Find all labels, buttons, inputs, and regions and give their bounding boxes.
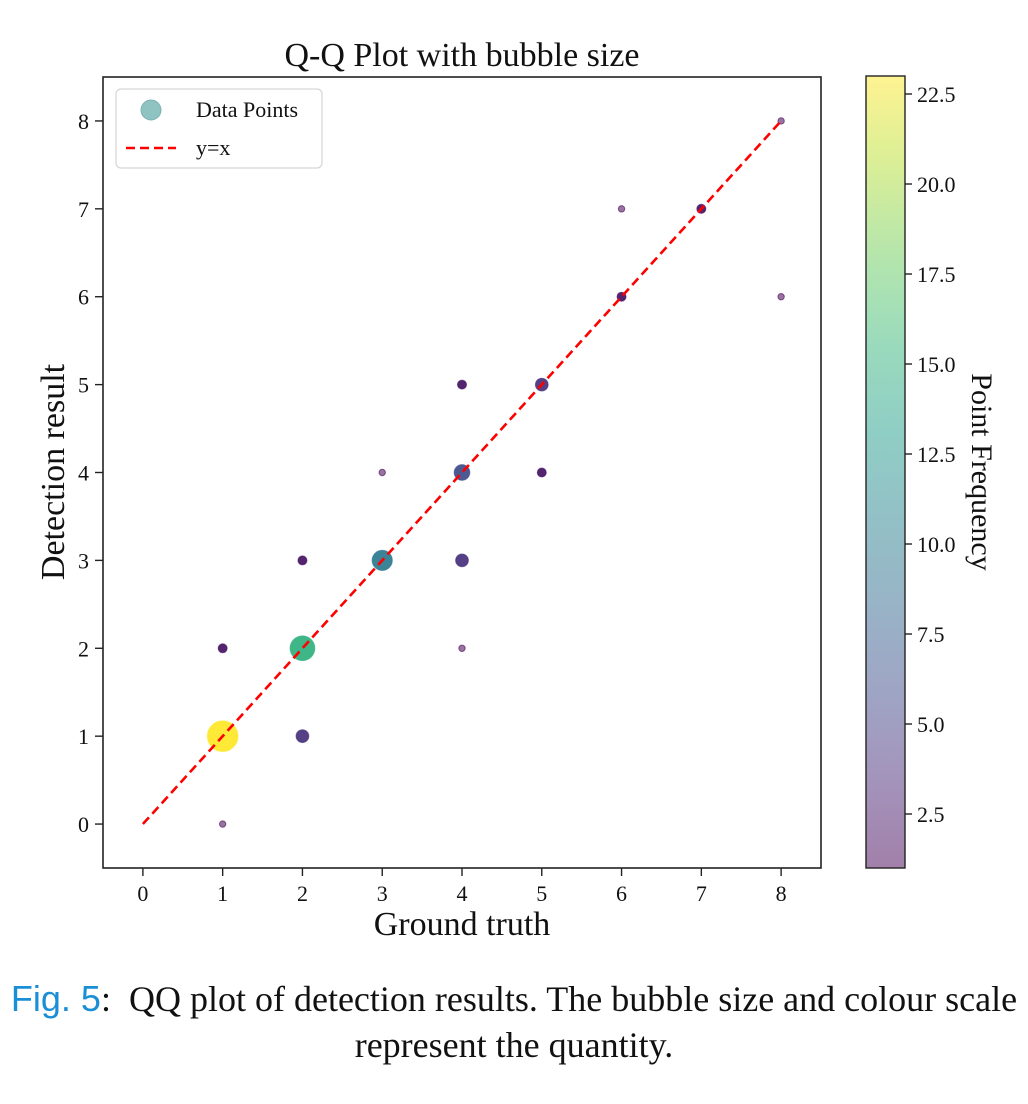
y-tick-label: 7 <box>78 197 89 222</box>
colorbar-tick-label: 15.0 <box>917 352 956 377</box>
x-tick-label: 0 <box>137 881 148 906</box>
data-point <box>218 820 227 828</box>
data-point <box>297 555 308 566</box>
data-point <box>295 729 310 744</box>
x-tick-label: 4 <box>457 881 468 906</box>
chart-title: Q-Q Plot with bubble size <box>284 37 639 74</box>
legend-label-yx: y=x <box>196 135 230 160</box>
data-point <box>458 644 466 652</box>
colorbar: 2.5 5.0 7.5 10.0 12.5 15.0 17.5 20.0 22.5 Point … <box>865 75 998 869</box>
colorbar-tick-label: 12.5 <box>917 442 956 467</box>
legend-marker-data-points <box>140 99 162 121</box>
y-tick-label: 4 <box>78 461 89 486</box>
reference-line-y-equals-x <box>141 120 783 825</box>
y-tick-label: 0 <box>78 812 89 837</box>
data-point <box>777 117 785 125</box>
y-tick-label: 1 <box>78 724 89 749</box>
legend: Data Points y=x <box>115 88 323 169</box>
data-point <box>378 468 386 477</box>
colorbar-tick-label: 10.0 <box>917 532 956 557</box>
y-axis-ticks: 0 1 2 3 4 5 6 7 8 <box>78 109 103 837</box>
colorbar-tick-label: 20.0 <box>917 172 956 197</box>
data-point <box>777 293 785 301</box>
colorbar-label: Point Frequency <box>965 373 998 570</box>
x-tick-label: 3 <box>377 881 388 906</box>
y-tick-label: 6 <box>78 285 89 310</box>
data-point <box>455 553 469 568</box>
figure-caption: Fig. 5: QQ plot of detection results. Th… <box>0 976 1028 1068</box>
x-tick-label: 7 <box>696 881 707 906</box>
x-tick-label: 6 <box>616 881 627 906</box>
data-point <box>217 643 228 654</box>
figure-label: Fig. 5 <box>10 978 101 1019</box>
x-tick-label: 5 <box>536 881 547 906</box>
x-tick-label: 8 <box>776 881 787 906</box>
data-point <box>456 379 468 390</box>
data-point <box>617 205 626 213</box>
colorbar-tick-label: 5.0 <box>917 712 945 737</box>
y-tick-label: 8 <box>78 109 89 134</box>
data-point <box>536 467 547 478</box>
colorbar-tick-label: 22.5 <box>917 82 956 107</box>
x-tick-label: 2 <box>297 881 308 906</box>
y-tick-label: 5 <box>78 373 89 398</box>
x-tick-label: 1 <box>217 881 228 906</box>
caption-separator: : <box>100 979 111 1019</box>
legend-label-data-points: Data Points <box>196 97 298 122</box>
y-axis-label: Detection result <box>35 363 72 580</box>
x-axis-label: Ground truth <box>374 906 551 943</box>
data-points <box>206 117 785 828</box>
colorbar-tick-label: 2.5 <box>917 802 945 827</box>
colorbar-tick-label: 17.5 <box>917 262 956 287</box>
reference-line-group <box>141 120 783 825</box>
colorbar-gradient <box>865 75 906 869</box>
caption-text: QQ plot of detection results. The bubble… <box>128 979 1018 1065</box>
legend-box <box>115 88 323 169</box>
colorbar-ticks: 2.5 5.0 7.5 10.0 12.5 15.0 17.5 20.0 22.5 <box>905 82 956 827</box>
x-axis-ticks: 0 1 2 3 4 5 6 7 8 <box>137 868 787 906</box>
figure: Q-Q Plot with bubble size 0 1 2 3 4 5 6 7 8 0 1 2 3… <box>35 37 998 943</box>
y-tick-label: 2 <box>78 636 89 661</box>
y-tick-label: 3 <box>78 548 89 573</box>
colorbar-tick-label: 7.5 <box>917 622 945 647</box>
